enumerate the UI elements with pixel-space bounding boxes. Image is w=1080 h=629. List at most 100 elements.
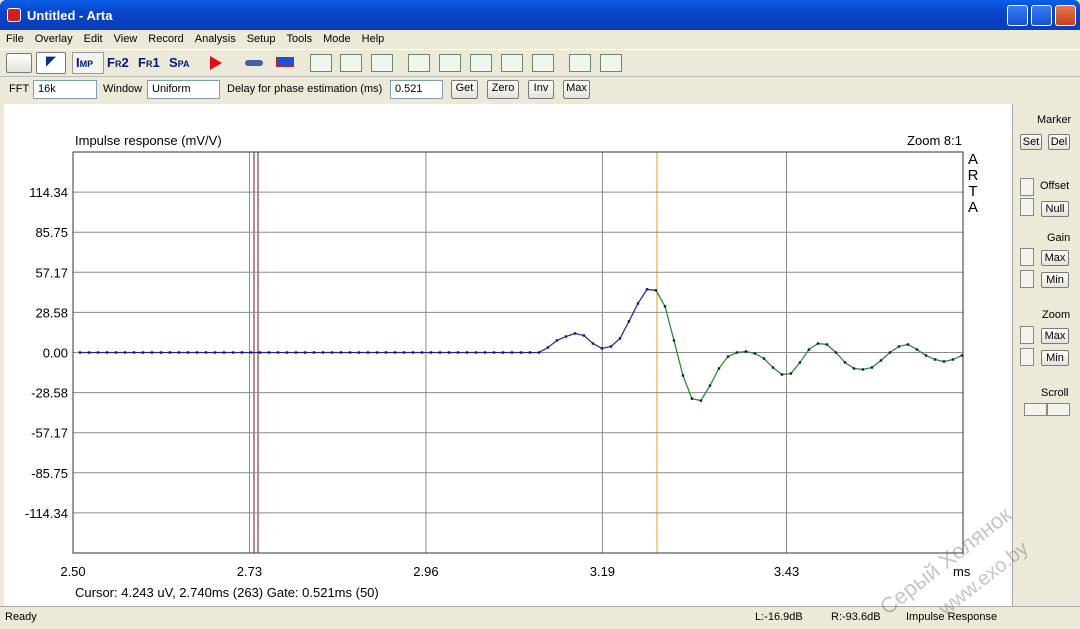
tool-icon[interactable] <box>340 54 362 72</box>
status-left-level: L:-16.9dB <box>755 611 803 623</box>
tool-icon[interactable] <box>408 54 430 72</box>
menu-item[interactable]: Mode <box>323 33 351 45</box>
sample-point <box>123 351 127 354</box>
menu-item[interactable]: Analysis <box>194 33 236 45</box>
sample-point <box>267 351 271 354</box>
signal-segment <box>853 367 864 371</box>
zoom-up[interactable] <box>1020 326 1034 344</box>
fft-label: FFT <box>9 83 30 95</box>
tool-icon[interactable] <box>569 54 591 72</box>
scroll-left[interactable] <box>1024 403 1047 416</box>
control-button[interactable]: Inv <box>528 80 554 99</box>
tool-icon[interactable] <box>600 54 622 72</box>
signal-segment <box>943 358 954 363</box>
minimize-button[interactable] <box>1007 5 1028 26</box>
menu-bar: File Overlay Edit View Record Analysis Setup To… <box>0 30 1080 49</box>
menu-item[interactable]: Overlay <box>34 33 73 45</box>
sample-point <box>582 334 586 337</box>
tool-icon[interactable] <box>439 54 461 72</box>
signal-segment <box>862 366 873 371</box>
tool-icon[interactable] <box>532 54 554 72</box>
signal-segment <box>763 358 774 368</box>
tool-icon[interactable] <box>371 54 393 72</box>
tool-icon[interactable] <box>501 54 523 72</box>
sample-point <box>213 351 217 354</box>
y-tick-label: 114.34 <box>29 185 68 200</box>
signal-segment <box>781 372 792 376</box>
signal-button[interactable] <box>276 57 294 67</box>
sample-point <box>114 351 118 354</box>
sample-point <box>366 351 370 354</box>
signal-segment <box>880 352 891 361</box>
offset-up[interactable] <box>1020 178 1034 196</box>
control-button[interactable]: Max <box>563 80 590 99</box>
menu-item[interactable]: Setup <box>246 33 276 45</box>
sample-point <box>789 372 793 375</box>
sample-point <box>537 351 541 354</box>
sample-point <box>798 361 802 364</box>
generator-button[interactable] <box>245 60 263 66</box>
gain-min-button[interactable]: Min <box>1041 272 1069 288</box>
zoom-max-button[interactable]: Max <box>1041 328 1069 344</box>
signal-segment <box>628 303 639 322</box>
del-button[interactable]: Del <box>1048 134 1070 150</box>
control-button[interactable]: Zero <box>487 80 519 99</box>
null-button[interactable]: Null <box>1041 201 1069 217</box>
sample-point <box>384 351 388 354</box>
mode-button[interactable]: Fr2 <box>107 55 129 70</box>
window-select[interactable]: Uniform <box>147 80 220 99</box>
sample-point <box>186 351 190 354</box>
fft-select[interactable]: 16k <box>33 80 97 99</box>
scroll-right[interactable] <box>1047 403 1070 416</box>
signal-segment <box>565 332 576 338</box>
offset-down[interactable] <box>1020 198 1034 216</box>
new-button[interactable] <box>6 53 32 73</box>
sample-point <box>627 320 631 323</box>
signal-segment <box>808 343 819 351</box>
close-button[interactable] <box>1055 5 1076 26</box>
signal-segment <box>916 349 927 356</box>
zoom-min-button[interactable]: Min <box>1041 350 1069 366</box>
signal-segment <box>547 339 558 348</box>
sample-point <box>231 351 235 354</box>
sample-point <box>393 351 397 354</box>
gain-down[interactable] <box>1020 270 1034 288</box>
sample-point <box>636 302 640 305</box>
menu-item[interactable]: Help <box>361 33 385 45</box>
menu-item[interactable]: View <box>113 33 138 45</box>
gain-max-button[interactable]: Max <box>1041 250 1069 266</box>
mode-button[interactable]: Imp <box>72 52 104 74</box>
set-button[interactable]: Set <box>1020 134 1042 150</box>
signal-segment <box>574 332 585 337</box>
menu-item[interactable]: Edit <box>83 33 103 45</box>
sample-point <box>159 351 163 354</box>
y-tick-label: -114.34 <box>25 506 68 521</box>
record-button[interactable] <box>210 56 222 70</box>
sample-point <box>834 351 838 354</box>
gain-up[interactable] <box>1020 248 1034 266</box>
offset-label: Offset <box>1040 180 1070 192</box>
signal-segment <box>691 398 702 402</box>
zoom-down[interactable] <box>1020 348 1034 366</box>
control-button[interactable]: Get <box>451 80 478 99</box>
signal-segment <box>583 335 594 344</box>
open-button[interactable]: ◤ <box>36 52 66 74</box>
menu-item[interactable]: File <box>6 33 24 45</box>
menu-item[interactable]: Record <box>148 33 184 45</box>
mode-button[interactable]: Fr1 <box>138 55 160 70</box>
sample-point <box>222 351 226 354</box>
x-tick-label: 3.19 <box>590 564 615 579</box>
mode-button[interactable]: Spa <box>169 55 190 70</box>
scroll-label: Scroll <box>1041 387 1069 399</box>
signal-segment <box>898 343 909 348</box>
sample-point <box>402 351 406 354</box>
tool-icon[interactable] <box>470 54 492 72</box>
menu-item[interactable]: Tools <box>286 33 313 45</box>
sample-point <box>915 348 919 351</box>
maximize-button[interactable] <box>1031 5 1052 26</box>
delay-input[interactable]: 0.521 <box>390 80 443 99</box>
tool-icon[interactable] <box>310 54 332 72</box>
signal-segment <box>682 375 693 399</box>
y-tick-label: -85.75 <box>31 466 68 481</box>
